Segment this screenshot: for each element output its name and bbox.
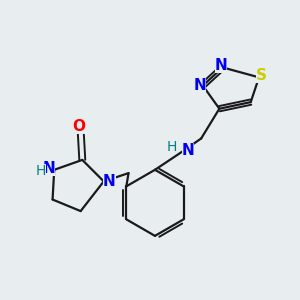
Text: H: H xyxy=(35,164,46,178)
Text: N: N xyxy=(193,78,206,93)
Text: N: N xyxy=(42,161,55,176)
Text: N: N xyxy=(214,58,227,73)
Text: N: N xyxy=(103,174,116,189)
Text: O: O xyxy=(73,119,85,134)
Text: H: H xyxy=(167,140,177,154)
Text: S: S xyxy=(256,68,267,83)
Text: N: N xyxy=(182,142,194,158)
